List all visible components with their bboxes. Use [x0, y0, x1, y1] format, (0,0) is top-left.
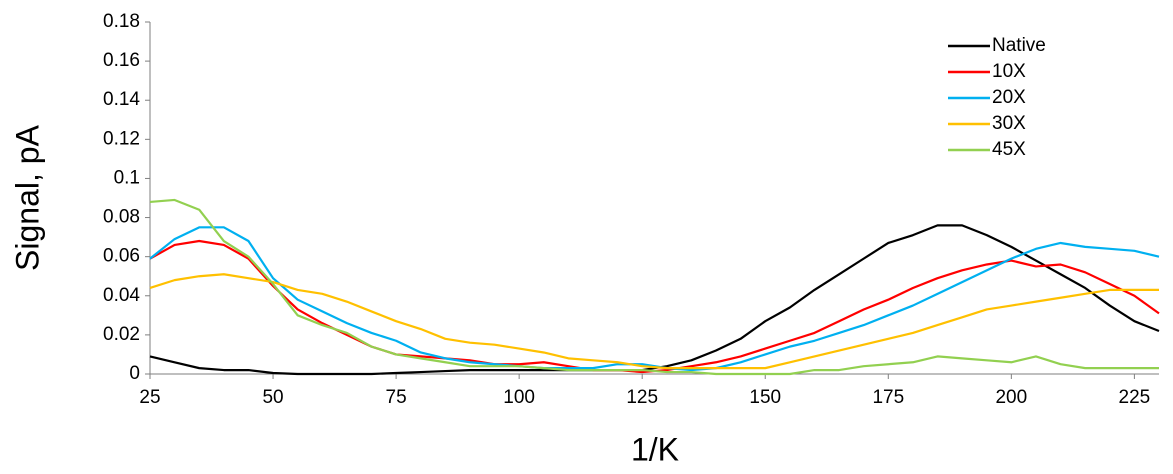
y-tick-label: 0: [129, 363, 140, 384]
x-tick-label: 125: [626, 387, 658, 408]
x-tick-label: 175: [872, 387, 904, 408]
y-tick-label: 0.18: [103, 11, 140, 32]
x-tick-label: 100: [503, 387, 535, 408]
x-tick-label: 200: [995, 387, 1027, 408]
series-line: [149, 226, 1160, 372]
y-tick-label: 0.04: [103, 285, 140, 306]
y-tick-label: 0.02: [103, 324, 140, 345]
y-tick-label: 0.08: [103, 207, 140, 228]
series-line: [149, 224, 1160, 376]
x-tick-label: 225: [1119, 387, 1151, 408]
legend-label: 10X: [992, 61, 1026, 82]
y-tick-label: 0.12: [103, 128, 140, 149]
y-tick-label: 0.16: [103, 50, 140, 71]
x-tick-label: 25: [139, 387, 160, 408]
y-axis-title: Signal, pA: [9, 124, 45, 271]
x-tick-label: 75: [386, 387, 407, 408]
y-tick-label: 0.1: [114, 167, 140, 188]
x-tick-label: 50: [262, 387, 283, 408]
y-tick-label: 0.06: [103, 246, 140, 267]
legend-label: 45X: [992, 139, 1026, 160]
legend-label: 30X: [992, 113, 1026, 134]
series-line: [149, 273, 1159, 370]
legend-label: Native: [992, 35, 1046, 56]
x-tick-label: 150: [749, 387, 781, 408]
series-line: [149, 198, 1159, 376]
legend-label: 20X: [992, 87, 1026, 108]
y-tick-label: 0.14: [103, 89, 140, 110]
x-axis-title: 1/K: [631, 431, 679, 467]
